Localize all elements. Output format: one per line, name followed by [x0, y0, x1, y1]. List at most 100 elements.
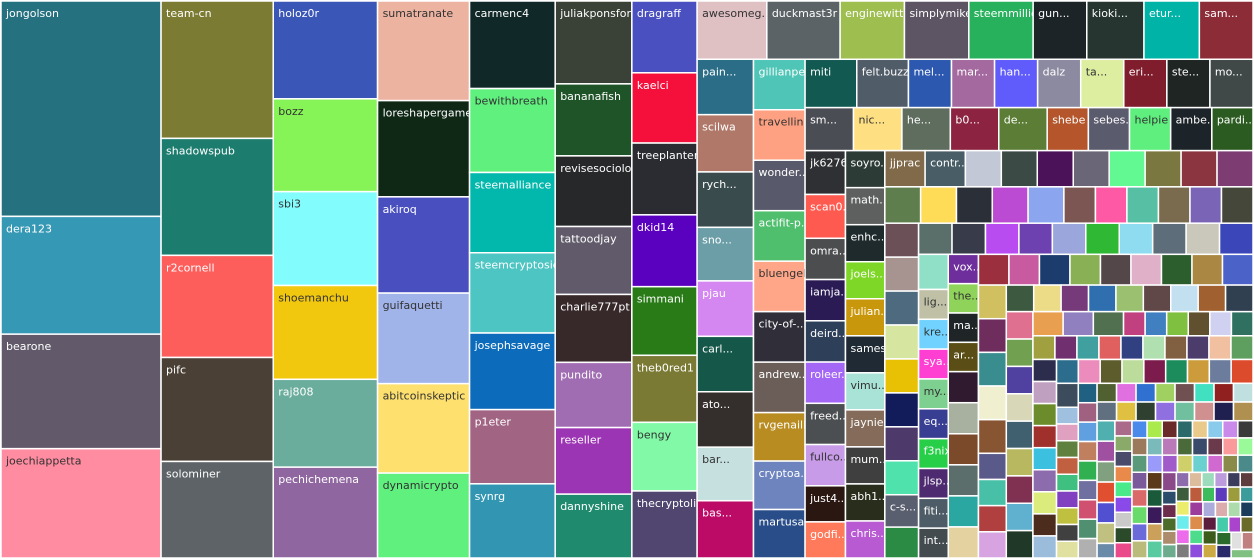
tile: [1176, 454, 1194, 474]
tile: [1237, 437, 1254, 456]
tile: [1142, 335, 1166, 361]
tile: [947, 341, 980, 373]
tile: [1077, 358, 1101, 385]
tile: [1232, 401, 1254, 422]
tile: [1114, 526, 1133, 544]
tile: [1032, 358, 1058, 383]
tile: [1131, 471, 1148, 491]
tile: [844, 335, 886, 374]
tile: [1209, 58, 1254, 109]
tile: [272, 98, 379, 193]
tile: [468, 0, 556, 90]
tile: [1131, 505, 1148, 525]
tile: [1131, 522, 1148, 542]
tile: [1032, 284, 1062, 313]
tile: [160, 460, 274, 559]
tile: [1122, 310, 1146, 337]
tile: [1072, 149, 1110, 188]
tile: [1055, 473, 1080, 492]
tile: [844, 409, 886, 448]
tile: [631, 0, 698, 74]
tile: [1170, 284, 1199, 313]
tile: [752, 508, 806, 559]
tile: [1121, 358, 1145, 385]
tile: [1096, 501, 1116, 524]
tile: [1146, 454, 1164, 474]
tile: [468, 171, 556, 254]
tile: [1202, 501, 1217, 518]
tile: [272, 284, 379, 381]
tile: [917, 253, 950, 291]
tile: [752, 209, 806, 262]
tile: [696, 280, 755, 338]
tile: [1146, 522, 1164, 542]
tile: [0, 215, 162, 335]
tile: [696, 113, 755, 173]
tile: [1239, 501, 1254, 518]
tile: [1108, 149, 1146, 188]
tile: [1135, 382, 1157, 403]
tile: [766, 0, 841, 61]
tile: [160, 356, 274, 463]
tile: [917, 318, 950, 350]
tile: [977, 317, 1008, 354]
tile: [1032, 446, 1058, 471]
tile: [884, 426, 920, 462]
tile: [903, 0, 970, 61]
tile: [554, 426, 633, 495]
tile: [0, 333, 162, 450]
tile: [955, 186, 994, 224]
tile: [1087, 284, 1117, 313]
tile: [884, 324, 920, 360]
tile: [917, 467, 950, 500]
tile: [1198, 0, 1254, 61]
tile: [844, 520, 886, 559]
tile: [1120, 335, 1144, 361]
tile: [844, 372, 886, 411]
tile: [1098, 335, 1122, 361]
tile: [977, 253, 1010, 286]
tile: [1239, 471, 1254, 488]
tile: [1114, 511, 1133, 529]
tile: [917, 497, 950, 529]
tile: [1191, 437, 1209, 456]
tile: [1164, 358, 1189, 385]
tile: [804, 149, 847, 196]
tile: [1115, 284, 1145, 313]
tile: [468, 332, 556, 411]
tile: [964, 149, 1003, 188]
tile: [1161, 454, 1179, 474]
tile: [844, 186, 886, 226]
tile: [993, 58, 1039, 109]
tile: [0, 447, 162, 559]
tile: [1169, 106, 1213, 152]
tile: [884, 493, 920, 528]
tile: [1208, 335, 1232, 361]
tile: [1076, 335, 1100, 361]
tile: [1239, 486, 1254, 503]
tile: [1175, 500, 1191, 517]
tile: [376, 472, 471, 559]
tile: [1146, 540, 1164, 559]
tile: [1131, 488, 1148, 508]
tile: [984, 222, 1020, 256]
tile: [1077, 479, 1098, 501]
tile: [1099, 358, 1123, 385]
tile: [1166, 58, 1211, 109]
tile: [1142, 284, 1172, 313]
tile: [468, 87, 556, 174]
tile: [631, 490, 698, 559]
tile: [1005, 502, 1034, 532]
tile: [804, 193, 847, 240]
tile: [804, 443, 847, 487]
tile: [844, 223, 886, 263]
tile: [1189, 186, 1223, 224]
tile: [1077, 518, 1098, 540]
tile: [696, 391, 755, 448]
tile: [977, 504, 1008, 533]
tile: [917, 378, 950, 410]
tile: [1146, 419, 1163, 439]
tile: [917, 348, 950, 380]
tile: [1077, 382, 1098, 404]
